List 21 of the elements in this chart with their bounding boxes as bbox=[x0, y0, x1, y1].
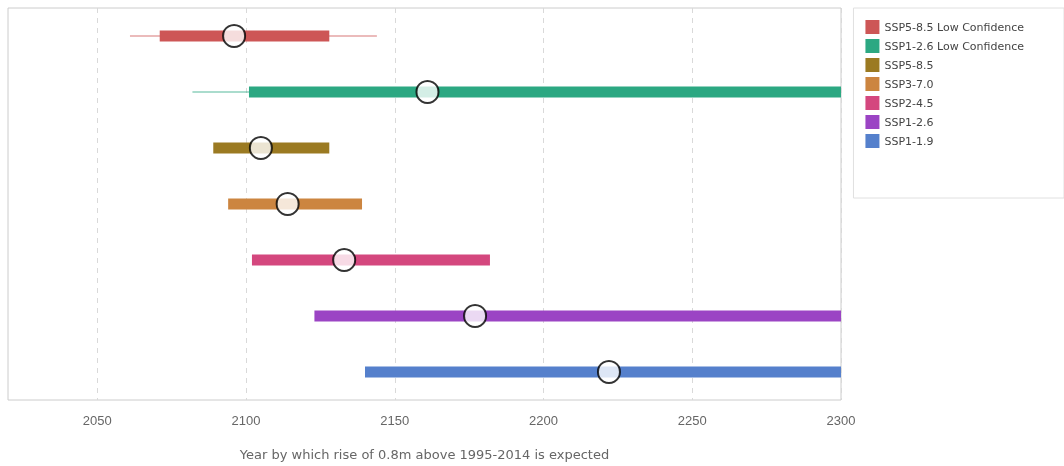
point bbox=[222, 24, 247, 48]
point bbox=[275, 192, 300, 216]
x-tick-label: 2150 bbox=[380, 413, 410, 428]
legend-label: SSP1-1.9 bbox=[884, 134, 934, 148]
x-tick-label: 2100 bbox=[231, 413, 261, 428]
x-axis-title: Year by which rise of 0.8m above 1995-2014 is expected bbox=[238, 447, 610, 462]
x-tick-label: 2250 bbox=[677, 413, 707, 428]
point bbox=[463, 304, 488, 328]
legend-label: SSP3-7.0 bbox=[884, 77, 934, 91]
x-tick-label: 2300 bbox=[826, 413, 856, 428]
point bbox=[596, 360, 621, 384]
x-tick-label: 2050 bbox=[82, 413, 112, 428]
legend-label: SSP1-2.6 bbox=[884, 115, 934, 129]
legend-label: SSP5-8.5 Low Confidence bbox=[884, 20, 1025, 34]
point bbox=[332, 248, 357, 272]
legend-label: SSP2-4.5 bbox=[884, 96, 934, 110]
point bbox=[415, 80, 440, 104]
legend-label: SSP5-8.5 bbox=[884, 58, 934, 72]
legend-label: SSP1-2.6 Low Confidence bbox=[884, 39, 1025, 53]
x-tick-label: 2200 bbox=[529, 413, 558, 428]
point bbox=[248, 136, 273, 160]
